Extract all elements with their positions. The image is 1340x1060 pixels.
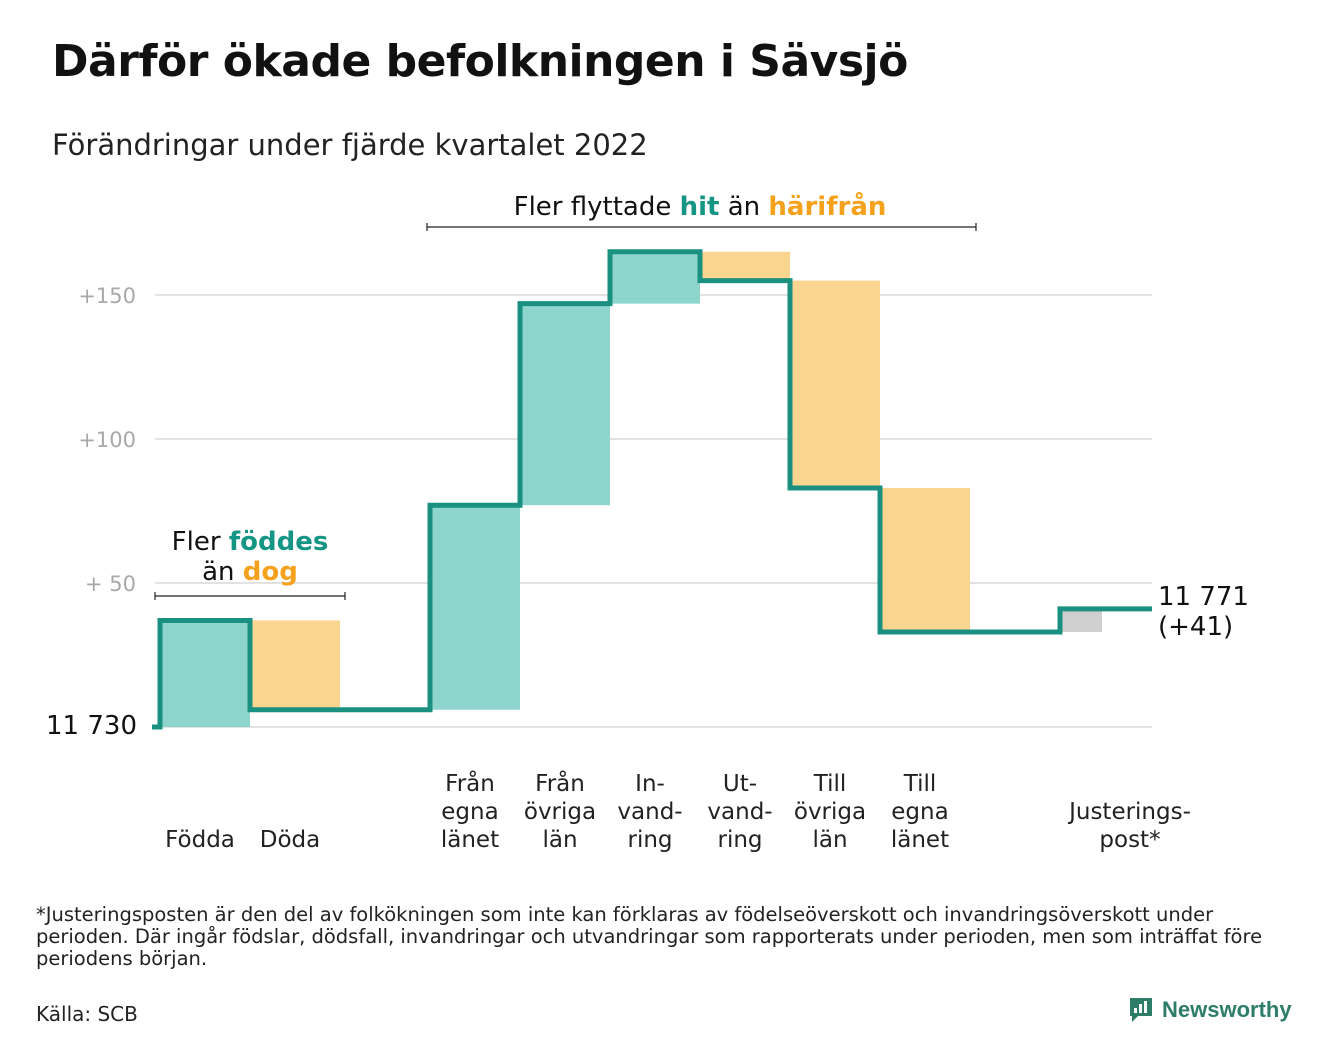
x-category-label: Justerings-	[1067, 799, 1191, 825]
footnote: *Justeringsposten är den del av folkökni…	[36, 903, 1263, 970]
bar-in	[160, 620, 250, 727]
x-category-label: egna	[441, 799, 498, 825]
start-value-label: 11 730	[46, 711, 137, 741]
births-annotation-line1: Fler föddes	[172, 527, 329, 557]
newsworthy-logo-icon	[1130, 998, 1152, 1022]
bar-out	[880, 487, 970, 632]
end-change-label: (+41)	[1158, 612, 1233, 642]
bar-out	[790, 280, 880, 488]
source-label: Källa: SCB	[36, 1002, 138, 1026]
x-category-label: vand-	[617, 799, 682, 825]
brand-logo: Newsworthy	[1128, 996, 1292, 1024]
chart-subtitle: Förändringar under fjärde kvartalet 2022	[52, 128, 648, 162]
x-category-label: Till	[813, 771, 847, 797]
y-tick-label: +100	[78, 428, 136, 452]
cumulative-step-line	[152, 249, 1152, 730]
bar-adjust	[1062, 608, 1102, 632]
chart-title: Därför ökade befolkningen i Sävsjö	[52, 36, 908, 87]
x-category-label: egna	[891, 799, 948, 825]
x-category-label: ring	[627, 827, 672, 853]
x-category-label: Från	[535, 769, 585, 797]
x-category-label: Från	[445, 769, 495, 797]
migration-annotation: Fler flyttade hit än härifrån	[514, 190, 887, 222]
x-category-label: ring	[717, 827, 762, 853]
x-category-label: Döda	[260, 827, 320, 853]
x-category-label: Födda	[165, 827, 235, 853]
x-category-label: övriga	[794, 799, 866, 825]
bar-out	[250, 620, 340, 710]
x-category-label: övriga	[524, 799, 596, 825]
bar-in	[520, 303, 610, 506]
y-tick-label: + 50	[85, 572, 136, 596]
x-category-label: In-	[635, 771, 665, 797]
bar-in	[610, 251, 700, 304]
x-category-label: Till	[903, 771, 937, 797]
x-category-label: vand-	[707, 799, 772, 825]
bar-in	[430, 505, 520, 710]
x-category-label: länet	[441, 827, 499, 853]
end-value-label: 11 771	[1158, 582, 1249, 612]
y-tick-label: +150	[78, 284, 136, 308]
x-category-label: länet	[891, 827, 949, 853]
x-category-label: post*	[1099, 827, 1160, 853]
bar-out	[700, 251, 790, 281]
x-category-label: Ut-	[723, 771, 757, 797]
births-annotation-line2: än dog	[202, 557, 298, 587]
x-category-label: län	[812, 827, 847, 853]
x-category-label: län	[542, 827, 577, 853]
brand-name: Newsworthy	[1162, 997, 1292, 1022]
